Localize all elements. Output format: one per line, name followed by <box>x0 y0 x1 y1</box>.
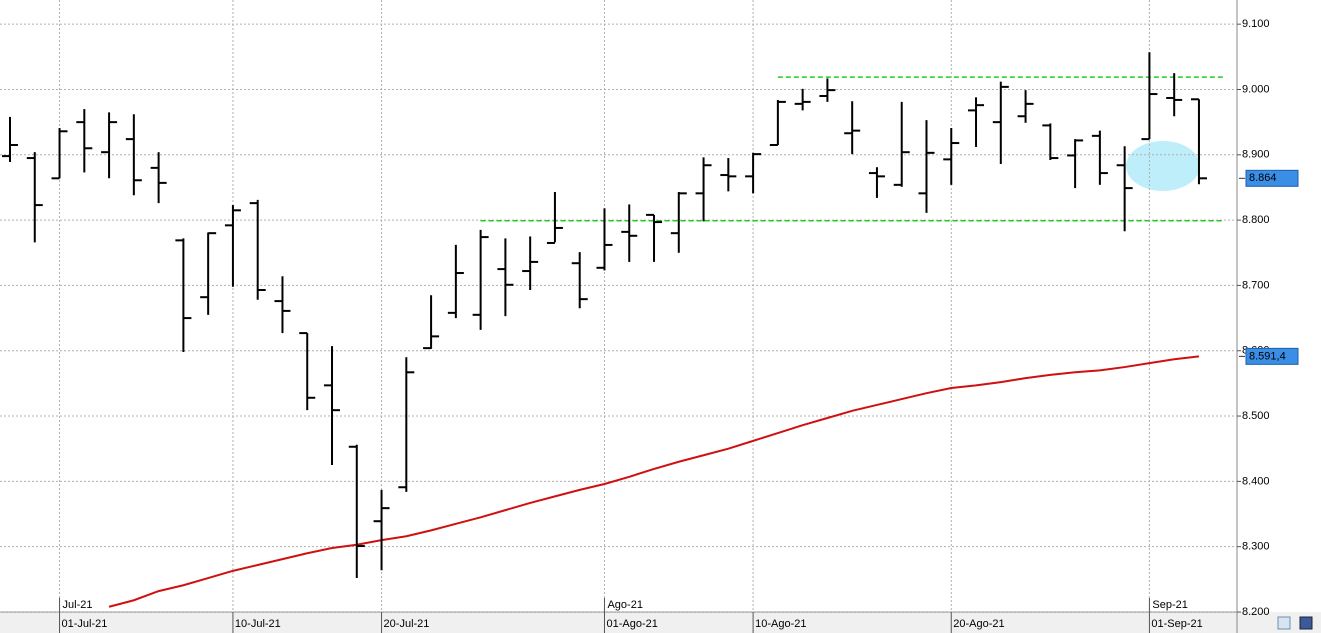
x-tick-label: 10-Jul-21 <box>235 618 281 630</box>
y-tick-label: 9.000 <box>1242 83 1270 95</box>
y-tick-label: 8.200 <box>1242 606 1270 618</box>
x-tick-label: 01-Sep-21 <box>1151 618 1202 630</box>
x-tick-label: 01-Jul-21 <box>62 618 108 630</box>
month-label: Sep-21 <box>1152 599 1187 611</box>
date-strip <box>0 612 1321 633</box>
y-tick-label: 8.300 <box>1242 541 1270 553</box>
last-value-label: 8.864 <box>1249 172 1277 184</box>
y-tick-label: 9.100 <box>1242 18 1270 30</box>
x-tick-label: 20-Ago-21 <box>953 618 1004 630</box>
y-tick-label: 8.700 <box>1242 279 1270 291</box>
x-tick-label: 01-Ago-21 <box>606 618 657 630</box>
month-label: Ago-21 <box>607 599 642 611</box>
plot-area <box>0 0 1237 612</box>
x-tick-label: 10-Ago-21 <box>755 618 806 630</box>
y-tick-label: 8.500 <box>1242 410 1270 422</box>
last-value-box <box>1245 169 1299 187</box>
y-tick-label: 8.900 <box>1242 149 1270 161</box>
month-label: Jul-21 <box>63 599 93 611</box>
y-tick-label: 8.800 <box>1242 214 1270 226</box>
last-value-box <box>1245 347 1299 365</box>
save-icon[interactable] <box>1299 616 1313 630</box>
moving-average <box>108 355 1200 608</box>
y-tick-label: 8.400 <box>1242 475 1270 487</box>
icon[interactable] <box>1277 616 1291 630</box>
last-value-label: 8.591,4 <box>1249 350 1286 362</box>
x-tick-label: 20-Jul-21 <box>384 618 430 630</box>
highlight <box>1126 141 1200 191</box>
